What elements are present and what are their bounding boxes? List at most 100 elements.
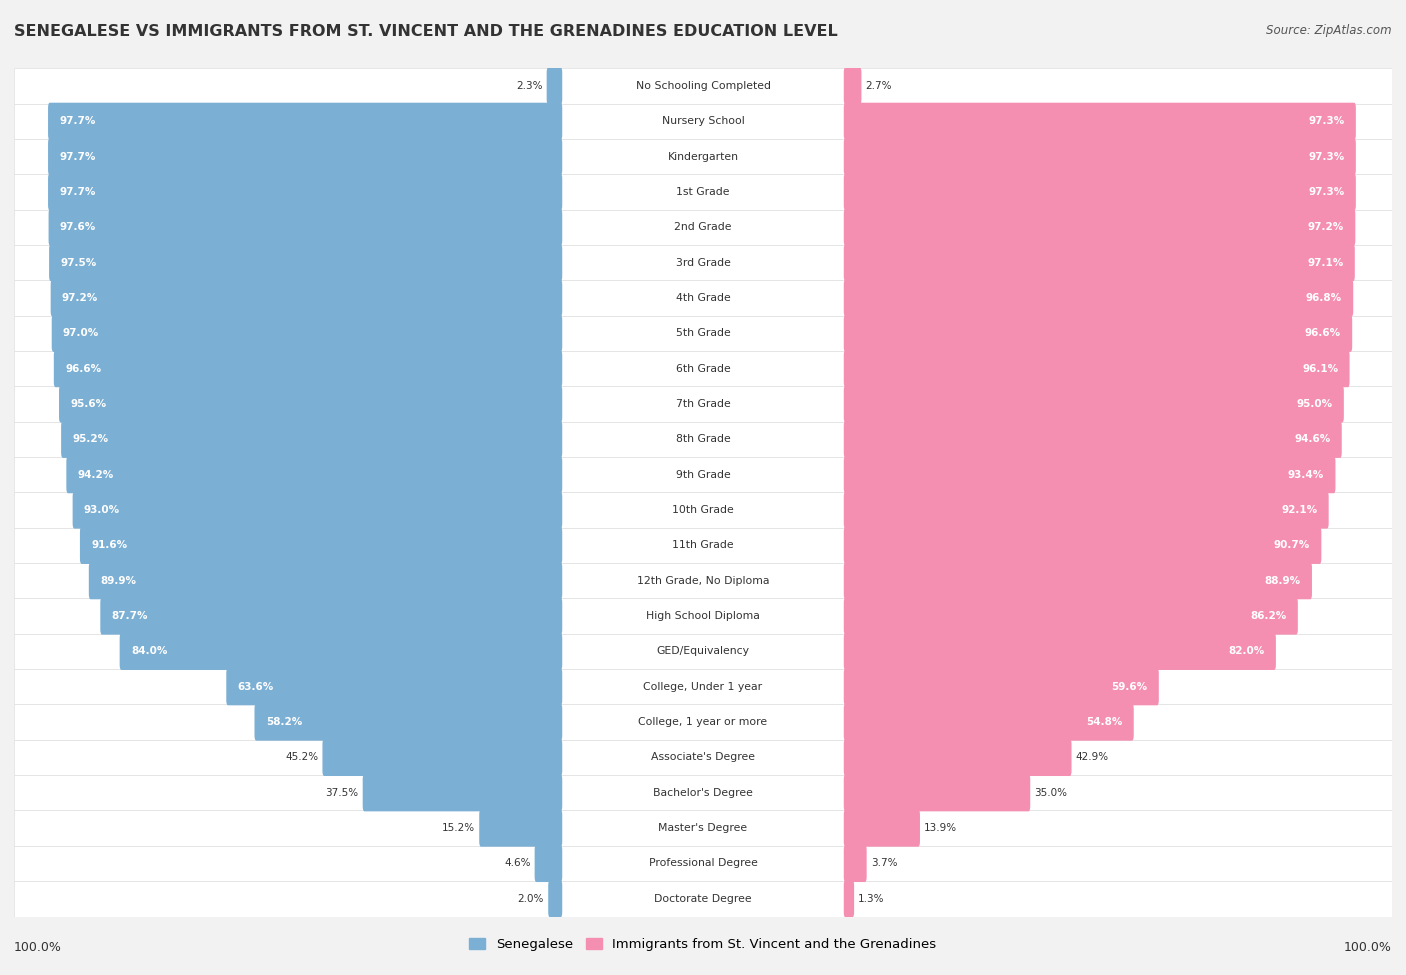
Text: College, Under 1 year: College, Under 1 year [644, 682, 762, 692]
Text: 13.9%: 13.9% [924, 823, 957, 834]
FancyBboxPatch shape [844, 315, 1353, 352]
Text: 87.7%: 87.7% [111, 611, 148, 621]
Text: 59.6%: 59.6% [1111, 682, 1147, 692]
FancyBboxPatch shape [14, 175, 1392, 210]
FancyBboxPatch shape [14, 245, 1392, 281]
Text: 97.3%: 97.3% [1309, 151, 1344, 162]
Text: 97.1%: 97.1% [1308, 257, 1344, 268]
Text: 9th Grade: 9th Grade [676, 470, 730, 480]
FancyBboxPatch shape [14, 351, 1392, 386]
FancyBboxPatch shape [14, 634, 1392, 669]
Text: 96.6%: 96.6% [1305, 329, 1341, 338]
Text: 97.2%: 97.2% [62, 292, 98, 303]
FancyBboxPatch shape [844, 526, 1322, 564]
Text: 63.6%: 63.6% [238, 682, 274, 692]
Text: SENEGALESE VS IMMIGRANTS FROM ST. VINCENT AND THE GRENADINES EDUCATION LEVEL: SENEGALESE VS IMMIGRANTS FROM ST. VINCEN… [14, 24, 838, 39]
Text: 3rd Grade: 3rd Grade [675, 257, 731, 268]
FancyBboxPatch shape [844, 668, 1159, 705]
FancyBboxPatch shape [89, 563, 562, 600]
FancyBboxPatch shape [322, 739, 562, 776]
FancyBboxPatch shape [80, 526, 562, 564]
FancyBboxPatch shape [844, 174, 1355, 211]
Text: 4th Grade: 4th Grade [676, 292, 730, 303]
Text: 11th Grade: 11th Grade [672, 540, 734, 551]
Text: 2.7%: 2.7% [866, 81, 891, 91]
Text: 8th Grade: 8th Grade [676, 434, 730, 445]
FancyBboxPatch shape [14, 68, 1392, 103]
FancyBboxPatch shape [844, 633, 1275, 670]
Text: Master's Degree: Master's Degree [658, 823, 748, 834]
FancyBboxPatch shape [14, 527, 1392, 564]
Text: 97.6%: 97.6% [60, 222, 96, 232]
Text: 93.4%: 93.4% [1288, 470, 1324, 480]
FancyBboxPatch shape [14, 316, 1392, 351]
Text: Associate's Degree: Associate's Degree [651, 753, 755, 762]
FancyBboxPatch shape [844, 138, 1355, 176]
FancyBboxPatch shape [844, 102, 1355, 139]
Text: 15.2%: 15.2% [441, 823, 475, 834]
Text: 97.7%: 97.7% [59, 187, 96, 197]
Text: 1.3%: 1.3% [858, 894, 884, 904]
FancyBboxPatch shape [844, 704, 1133, 741]
Text: 92.1%: 92.1% [1281, 505, 1317, 515]
FancyBboxPatch shape [49, 244, 562, 281]
Text: 95.0%: 95.0% [1296, 399, 1333, 410]
FancyBboxPatch shape [14, 492, 1392, 527]
FancyBboxPatch shape [844, 209, 1355, 246]
FancyBboxPatch shape [844, 421, 1341, 458]
FancyBboxPatch shape [14, 210, 1392, 245]
FancyBboxPatch shape [254, 704, 562, 741]
Text: 84.0%: 84.0% [131, 646, 167, 656]
FancyBboxPatch shape [48, 174, 562, 211]
Text: 97.2%: 97.2% [1308, 222, 1344, 232]
Text: 4.6%: 4.6% [503, 858, 530, 869]
FancyBboxPatch shape [14, 421, 1392, 457]
Text: GED/Equivalency: GED/Equivalency [657, 646, 749, 656]
FancyBboxPatch shape [844, 563, 1312, 600]
Text: 7th Grade: 7th Grade [676, 399, 730, 410]
Text: 91.6%: 91.6% [91, 540, 128, 551]
FancyBboxPatch shape [14, 846, 1392, 881]
Text: Professional Degree: Professional Degree [648, 858, 758, 869]
FancyBboxPatch shape [51, 280, 562, 317]
Text: 90.7%: 90.7% [1274, 540, 1310, 551]
FancyBboxPatch shape [100, 598, 562, 635]
Text: 97.5%: 97.5% [60, 257, 97, 268]
FancyBboxPatch shape [363, 774, 562, 811]
FancyBboxPatch shape [49, 209, 562, 246]
Text: 3.7%: 3.7% [870, 858, 897, 869]
FancyBboxPatch shape [14, 740, 1392, 775]
Text: 45.2%: 45.2% [285, 753, 318, 762]
FancyBboxPatch shape [59, 385, 562, 422]
Text: Bachelor's Degree: Bachelor's Degree [652, 788, 754, 798]
Text: 100.0%: 100.0% [1344, 941, 1392, 955]
Text: 96.8%: 96.8% [1306, 292, 1341, 303]
FancyBboxPatch shape [52, 315, 562, 352]
FancyBboxPatch shape [548, 880, 562, 917]
Text: 95.6%: 95.6% [70, 399, 107, 410]
Text: Nursery School: Nursery School [662, 116, 744, 127]
Text: 37.5%: 37.5% [325, 788, 359, 798]
FancyBboxPatch shape [14, 386, 1392, 421]
Text: 94.6%: 94.6% [1294, 434, 1330, 445]
FancyBboxPatch shape [14, 457, 1392, 492]
Text: 93.0%: 93.0% [84, 505, 120, 515]
FancyBboxPatch shape [14, 775, 1392, 810]
Text: 2.3%: 2.3% [516, 81, 543, 91]
Text: 97.7%: 97.7% [59, 151, 96, 162]
FancyBboxPatch shape [844, 280, 1353, 317]
FancyBboxPatch shape [14, 704, 1392, 740]
Text: 2.0%: 2.0% [517, 894, 544, 904]
FancyBboxPatch shape [844, 845, 866, 882]
Text: 2nd Grade: 2nd Grade [675, 222, 731, 232]
FancyBboxPatch shape [844, 385, 1344, 422]
Text: 54.8%: 54.8% [1085, 717, 1122, 727]
Text: 100.0%: 100.0% [14, 941, 62, 955]
Text: 97.3%: 97.3% [1309, 187, 1344, 197]
FancyBboxPatch shape [844, 739, 1071, 776]
Text: 5th Grade: 5th Grade [676, 329, 730, 338]
FancyBboxPatch shape [844, 67, 862, 104]
FancyBboxPatch shape [226, 668, 562, 705]
Text: 35.0%: 35.0% [1035, 788, 1067, 798]
FancyBboxPatch shape [844, 774, 1031, 811]
